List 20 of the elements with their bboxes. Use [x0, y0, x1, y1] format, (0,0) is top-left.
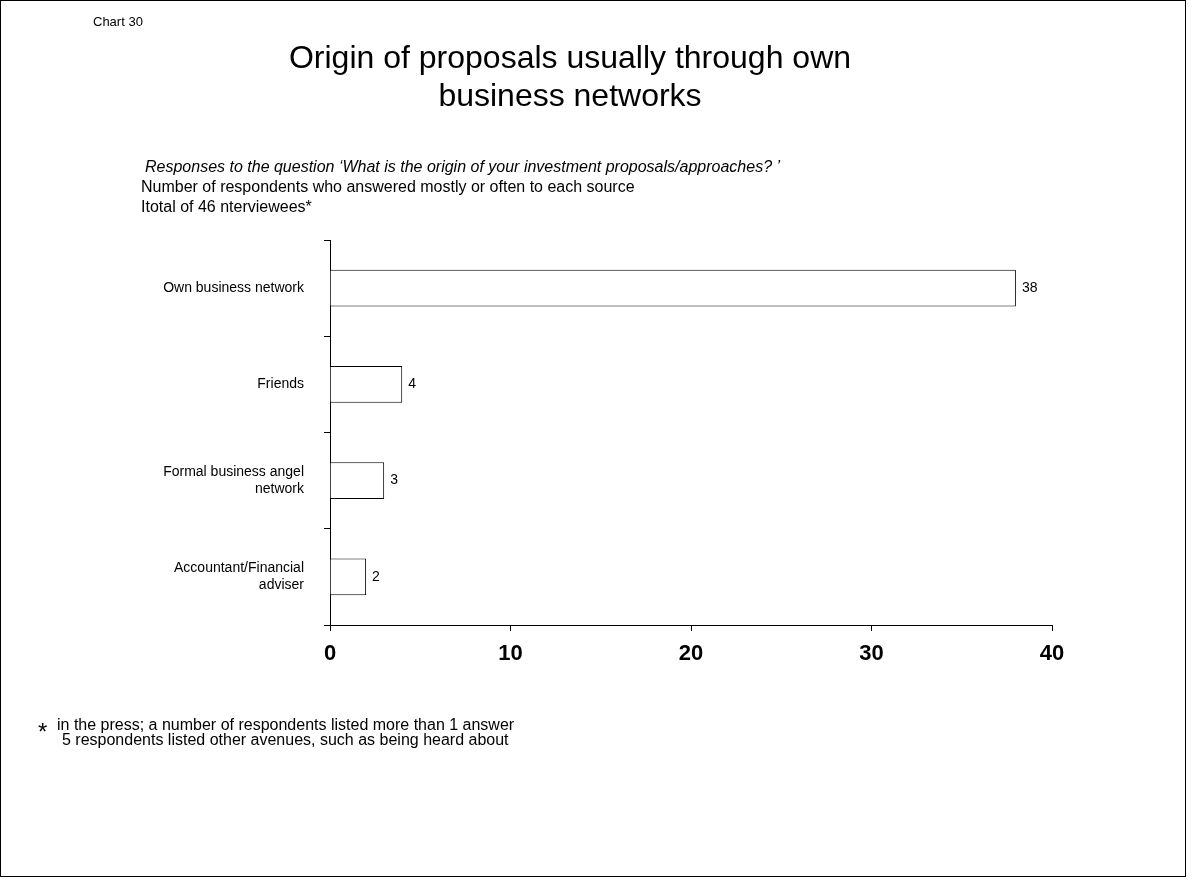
data-label: 38 — [1021, 278, 1038, 295]
y-tick-label: Accountant/Financial adviser — [174, 559, 305, 593]
y-tick-label: Own business network — [163, 278, 305, 295]
data-label: 4 — [408, 375, 417, 392]
x-tick-label: 10 — [498, 640, 523, 666]
data-label: 2 — [372, 567, 381, 584]
y-tick-label: Friends — [257, 375, 304, 392]
text: Number of respondents who answered mostly or often to each source — [141, 178, 635, 196]
chart-title: Origin of proposals usually through own business networks — [287, 38, 853, 114]
y-tick-label: Formal business angel network — [163, 463, 305, 496]
caption: Chart 30 — [93, 14, 143, 29]
x-tick-label: 20 — [678, 640, 704, 666]
text: in the press; a number of respondents listed more than 1 answer — [57, 716, 515, 733]
text: * — [38, 718, 48, 746]
x-tick-label: 30 — [859, 640, 884, 666]
x-tick-label: 0 — [323, 640, 337, 666]
x-tick-label: 40 — [1039, 640, 1065, 666]
text: Itotal of 46 nterviewees* — [141, 198, 312, 216]
chart-subtitle: Responses to the question ‘What is the origin of your investment proposals/approaches? ’ — [145, 158, 781, 176]
data-label: 3 — [390, 471, 399, 488]
